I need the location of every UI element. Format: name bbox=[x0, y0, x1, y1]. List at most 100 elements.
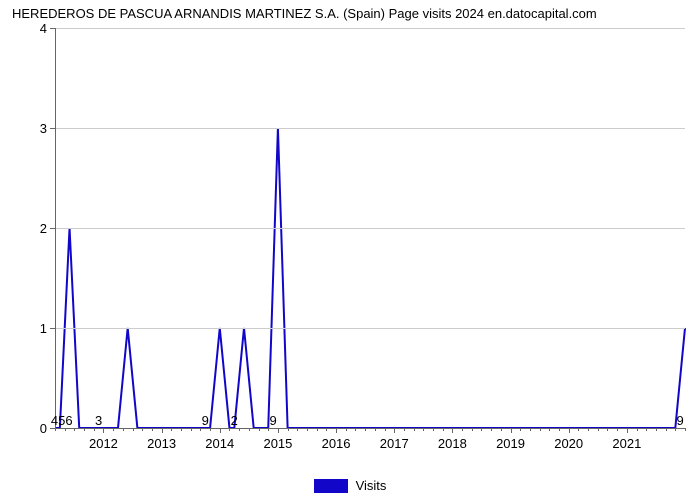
x-minor-tick bbox=[259, 428, 260, 431]
x-minor-tick bbox=[685, 428, 686, 431]
visits-line bbox=[55, 128, 685, 428]
value-label: 9 bbox=[677, 413, 684, 428]
x-minor-tick bbox=[404, 428, 405, 431]
x-minor-tick bbox=[646, 428, 647, 431]
x-minor-tick bbox=[142, 428, 143, 431]
plot-area bbox=[55, 28, 685, 428]
y-tick-label: 1 bbox=[17, 321, 47, 336]
x-minor-tick bbox=[210, 428, 211, 431]
x-tick-label: 2014 bbox=[205, 436, 234, 451]
x-tick-label: 2020 bbox=[554, 436, 583, 451]
x-minor-tick bbox=[249, 428, 250, 431]
x-minor-tick bbox=[491, 428, 492, 431]
x-minor-tick bbox=[297, 428, 298, 431]
y-tick-label: 4 bbox=[17, 21, 47, 36]
x-tick-label: 2018 bbox=[438, 436, 467, 451]
x-tick bbox=[394, 428, 395, 433]
x-tick bbox=[103, 428, 104, 433]
value-label: 9 bbox=[269, 413, 276, 428]
x-minor-tick bbox=[598, 428, 599, 431]
x-minor-tick bbox=[375, 428, 376, 431]
x-tick-label: 2013 bbox=[147, 436, 176, 451]
x-tick bbox=[220, 428, 221, 433]
x-minor-tick bbox=[55, 428, 56, 431]
x-tick bbox=[278, 428, 279, 433]
gridline bbox=[55, 328, 685, 329]
x-minor-tick bbox=[152, 428, 153, 431]
x-minor-tick bbox=[588, 428, 589, 431]
x-minor-tick bbox=[74, 428, 75, 431]
x-minor-tick bbox=[133, 428, 134, 431]
x-minor-tick bbox=[501, 428, 502, 431]
x-axis bbox=[55, 428, 685, 429]
legend-label: Visits bbox=[356, 478, 387, 493]
value-label: 3 bbox=[95, 413, 102, 428]
x-minor-tick bbox=[346, 428, 347, 431]
x-minor-tick bbox=[414, 428, 415, 431]
x-minor-tick bbox=[443, 428, 444, 431]
x-tick bbox=[511, 428, 512, 433]
x-minor-tick bbox=[549, 428, 550, 431]
x-minor-tick bbox=[181, 428, 182, 431]
chart-container: HEREDEROS DE PASCUA ARNANDIS MARTINEZ S.… bbox=[0, 0, 700, 500]
x-minor-tick bbox=[229, 428, 230, 431]
x-minor-tick bbox=[239, 428, 240, 431]
x-minor-tick bbox=[365, 428, 366, 431]
x-minor-tick bbox=[656, 428, 657, 431]
x-minor-tick bbox=[578, 428, 579, 431]
x-tick bbox=[627, 428, 628, 433]
y-tick-label: 0 bbox=[17, 421, 47, 436]
y-tick-label: 2 bbox=[17, 221, 47, 236]
gridline bbox=[55, 128, 685, 129]
x-minor-tick bbox=[520, 428, 521, 431]
x-minor-tick bbox=[326, 428, 327, 431]
x-minor-tick bbox=[559, 428, 560, 431]
x-minor-tick bbox=[540, 428, 541, 431]
x-minor-tick bbox=[607, 428, 608, 431]
x-minor-tick bbox=[355, 428, 356, 431]
x-tick-label: 2016 bbox=[322, 436, 351, 451]
x-minor-tick bbox=[666, 428, 667, 431]
x-minor-tick bbox=[94, 428, 95, 431]
x-minor-tick bbox=[530, 428, 531, 431]
x-minor-tick bbox=[113, 428, 114, 431]
value-label: 456 bbox=[51, 413, 73, 428]
x-minor-tick bbox=[200, 428, 201, 431]
x-tick bbox=[452, 428, 453, 433]
x-minor-tick bbox=[65, 428, 66, 431]
legend-swatch bbox=[314, 479, 348, 493]
x-tick-label: 2015 bbox=[263, 436, 292, 451]
x-minor-tick bbox=[288, 428, 289, 431]
x-tick-label: 2021 bbox=[612, 436, 641, 451]
x-minor-tick bbox=[191, 428, 192, 431]
x-minor-tick bbox=[637, 428, 638, 431]
x-minor-tick bbox=[472, 428, 473, 431]
y-tick-label: 3 bbox=[17, 121, 47, 136]
x-minor-tick bbox=[423, 428, 424, 431]
x-tick-label: 2012 bbox=[89, 436, 118, 451]
x-minor-tick bbox=[675, 428, 676, 431]
x-minor-tick bbox=[481, 428, 482, 431]
x-minor-tick bbox=[307, 428, 308, 431]
x-minor-tick bbox=[317, 428, 318, 431]
legend: Visits bbox=[0, 478, 700, 493]
x-minor-tick bbox=[433, 428, 434, 431]
x-minor-tick bbox=[84, 428, 85, 431]
x-minor-tick bbox=[385, 428, 386, 431]
x-minor-tick bbox=[171, 428, 172, 431]
x-minor-tick bbox=[462, 428, 463, 431]
x-tick-label: 2017 bbox=[380, 436, 409, 451]
y-axis bbox=[55, 28, 56, 428]
value-label: 2 bbox=[231, 413, 238, 428]
chart-title: HEREDEROS DE PASCUA ARNANDIS MARTINEZ S.… bbox=[0, 6, 700, 21]
gridline bbox=[55, 228, 685, 229]
x-tick bbox=[336, 428, 337, 433]
x-tick bbox=[162, 428, 163, 433]
x-minor-tick bbox=[617, 428, 618, 431]
x-minor-tick bbox=[268, 428, 269, 431]
value-label: 9 bbox=[202, 413, 209, 428]
x-tick bbox=[569, 428, 570, 433]
x-tick-label: 2019 bbox=[496, 436, 525, 451]
gridline bbox=[55, 28, 685, 29]
x-minor-tick bbox=[123, 428, 124, 431]
